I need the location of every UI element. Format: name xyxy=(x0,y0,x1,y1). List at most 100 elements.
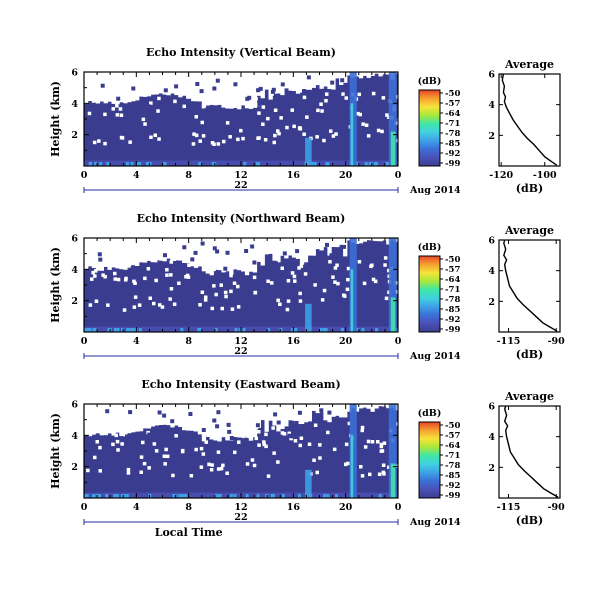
no-echo-speck xyxy=(203,298,208,302)
no-echo-column xyxy=(374,238,379,242)
no-echo-column xyxy=(115,238,120,269)
rain-streak xyxy=(388,238,397,332)
panel-2: Echo Intensity (Northward Beam) 2 4 6 Height… xyxy=(49,212,565,362)
no-echo-speck xyxy=(397,118,401,122)
no-echo-column xyxy=(378,404,383,407)
no-echo-speck xyxy=(157,137,161,141)
no-echo-speck xyxy=(333,266,338,270)
no-echo-speck xyxy=(324,99,328,103)
no-echo-speck xyxy=(380,129,384,134)
echo-speck xyxy=(176,265,181,270)
no-echo-speck xyxy=(94,299,99,303)
no-echo-column xyxy=(138,72,144,97)
no-echo-speck xyxy=(204,295,208,299)
no-echo-speck xyxy=(94,269,98,273)
no-echo-column xyxy=(150,238,155,263)
no-echo-column xyxy=(201,238,207,272)
no-echo-speck xyxy=(282,432,287,436)
no-echo-column xyxy=(276,404,281,432)
rain-streak xyxy=(305,137,312,166)
no-echo-speck xyxy=(132,279,136,284)
rain-streak xyxy=(350,435,354,498)
no-echo-speck xyxy=(366,439,371,444)
no-echo-speck xyxy=(334,132,338,136)
no-echo-speck xyxy=(200,262,205,266)
rain-streak xyxy=(350,269,354,332)
surface-echo-speck xyxy=(361,328,365,332)
no-echo-speck xyxy=(290,108,294,112)
echo-speck xyxy=(273,93,278,98)
no-echo-column xyxy=(150,404,155,427)
no-echo-speck xyxy=(168,297,172,301)
no-echo-column xyxy=(221,238,226,273)
no-echo-speck xyxy=(292,274,297,279)
no-echo-speck xyxy=(322,138,326,143)
panel-1: Echo Intensity (Vertical Beam) 2 4 6 Height … xyxy=(49,46,561,196)
no-echo-speck xyxy=(191,97,195,102)
no-echo-speck xyxy=(126,422,131,426)
no-echo-column xyxy=(323,238,328,248)
no-echo-column xyxy=(182,404,187,431)
surface-echo-speck xyxy=(138,328,142,332)
x-tick-label: 0 xyxy=(81,170,88,181)
no-echo-column xyxy=(197,404,203,435)
no-echo-speck xyxy=(120,136,125,140)
no-echo-column xyxy=(252,238,258,273)
no-echo-speck xyxy=(276,129,280,133)
surface-echo-speck xyxy=(319,328,323,332)
echo-speck xyxy=(164,430,169,435)
no-echo-speck xyxy=(209,468,214,472)
surface-echo-speck xyxy=(238,328,242,332)
x-tick-label: 16 xyxy=(287,336,301,347)
colorbar-tick-label: -57 xyxy=(445,431,460,441)
echo-speck xyxy=(188,412,193,416)
no-echo-speck xyxy=(147,466,151,470)
no-echo-speck xyxy=(122,257,126,261)
no-echo-column xyxy=(123,404,128,437)
no-echo-speck xyxy=(171,473,175,478)
echo-speck xyxy=(212,86,217,91)
colorbar-gradient xyxy=(418,89,441,167)
no-echo-column xyxy=(123,238,128,270)
surface-echo-speck xyxy=(214,494,218,498)
no-echo-column xyxy=(386,238,391,245)
no-echo-column xyxy=(103,238,108,267)
no-echo-speck xyxy=(379,449,384,453)
no-echo-column xyxy=(268,404,273,421)
no-echo-speck xyxy=(201,452,206,456)
colorbar-tick-label: -85 xyxy=(445,139,460,149)
no-echo-speck xyxy=(116,448,120,452)
echo-speck xyxy=(282,251,287,256)
no-echo-speck xyxy=(141,440,145,445)
no-echo-speck xyxy=(156,109,160,113)
rain-streak xyxy=(305,469,312,498)
no-echo-speck xyxy=(99,95,103,100)
surface-echo-speck xyxy=(217,494,221,498)
no-echo-speck xyxy=(194,115,198,119)
x-tick-label: 12 xyxy=(234,170,247,181)
no-echo-column xyxy=(303,404,309,423)
echo-speck xyxy=(117,271,122,276)
no-echo-column xyxy=(260,72,265,99)
no-echo-column xyxy=(150,72,155,95)
echo-speck xyxy=(229,436,234,440)
echo-speck xyxy=(147,104,152,109)
echo-speck xyxy=(97,252,102,257)
no-echo-column xyxy=(229,72,234,109)
no-echo-speck xyxy=(132,305,137,309)
no-echo-speck xyxy=(212,142,216,146)
no-echo-column xyxy=(233,72,238,108)
no-echo-speck xyxy=(86,468,90,473)
no-echo-column xyxy=(327,72,332,89)
no-echo-column xyxy=(284,404,289,427)
no-echo-speck xyxy=(231,90,235,95)
no-echo-column xyxy=(103,404,108,436)
no-echo-column xyxy=(358,404,364,409)
no-echo-column xyxy=(303,72,309,90)
no-echo-column xyxy=(260,238,265,266)
no-echo-speck xyxy=(199,446,204,451)
no-echo-column xyxy=(347,238,352,241)
no-echo-speck xyxy=(315,470,319,475)
no-echo-speck xyxy=(92,140,97,145)
no-echo-column xyxy=(311,238,316,256)
